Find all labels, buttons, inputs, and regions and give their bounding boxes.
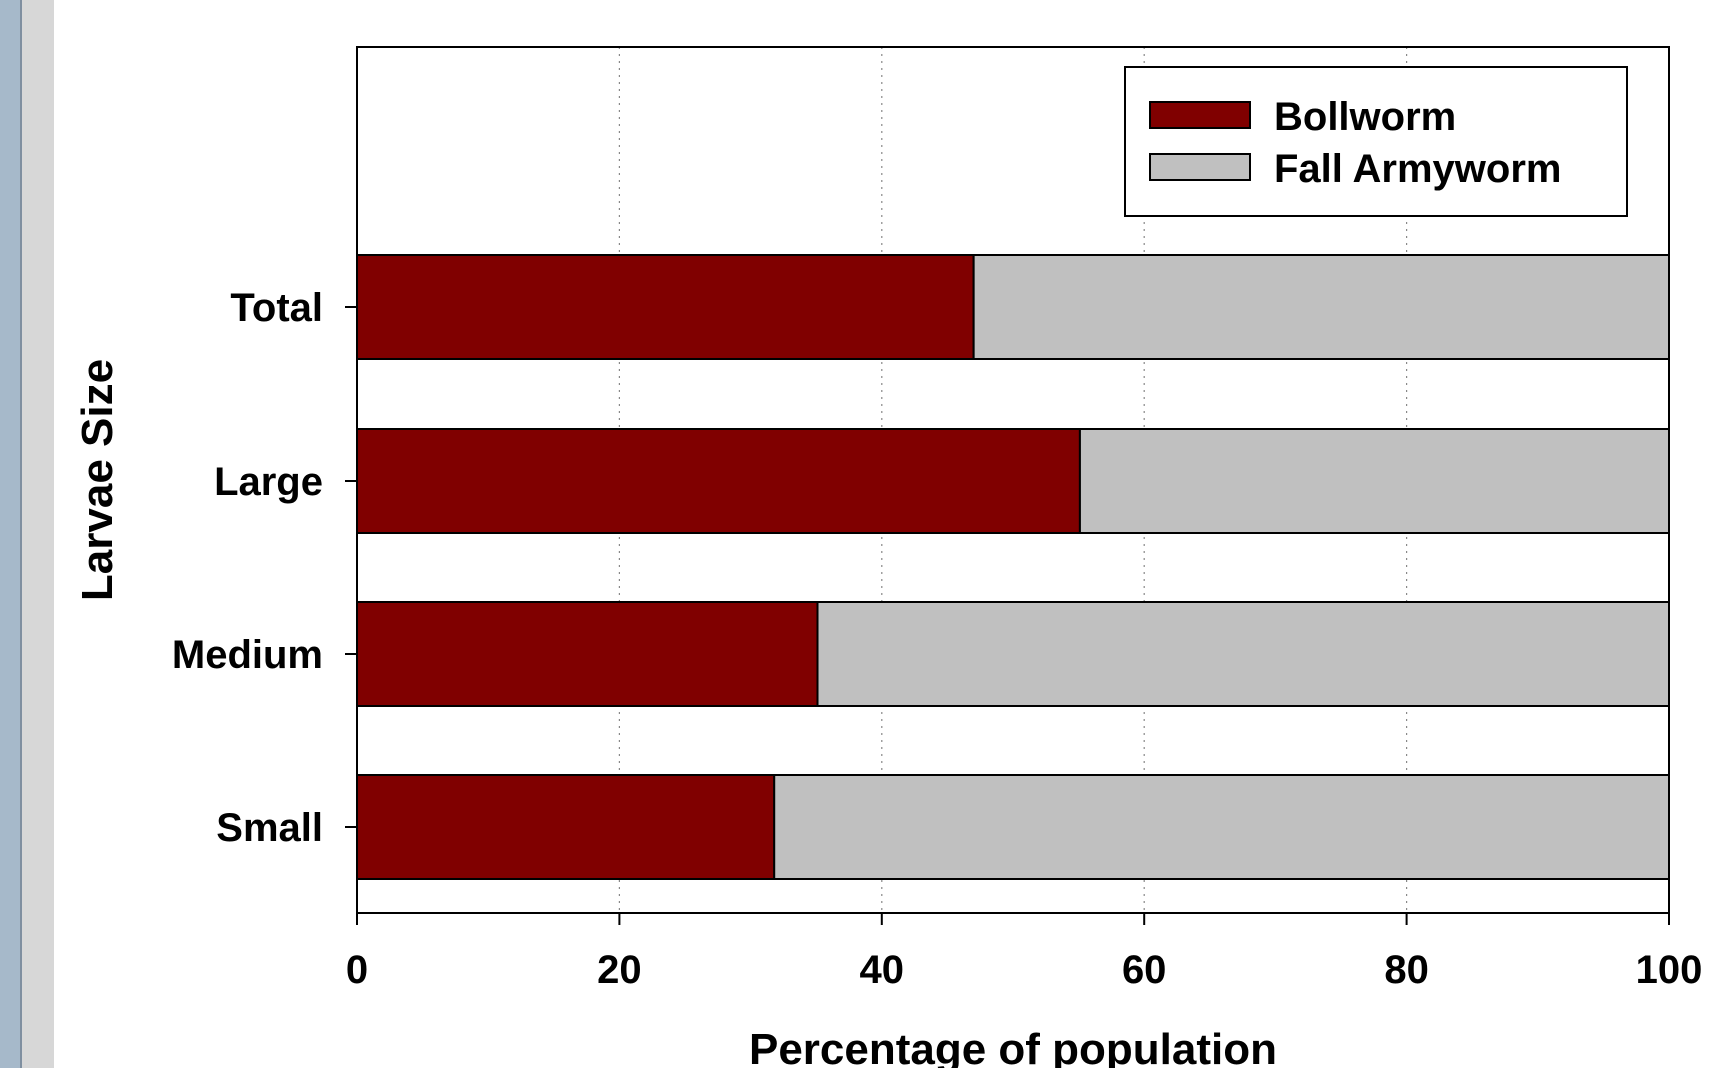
- legend-swatch-fall-armyworm: [1149, 153, 1251, 181]
- y-axis: Small Medium Large Total: [172, 286, 357, 850]
- side-stripe-grey: [22, 0, 54, 1068]
- y-axis-title: Larvae Size: [73, 359, 122, 601]
- x-tick-label-0: 0: [346, 948, 368, 992]
- x-tick-label-20: 20: [597, 948, 642, 992]
- legend-swatch-bollworm: [1149, 101, 1251, 129]
- bar-fall-armyworm-large: [1078, 428, 1670, 534]
- bar-fall-armyworm-total: [972, 254, 1670, 360]
- grid-lines: [618, 47, 1408, 913]
- y-tick-label-large: Large: [214, 460, 323, 504]
- y-tick-label-small: Small: [216, 806, 323, 850]
- x-axis: 0 20 40 60 80 100: [346, 913, 1703, 992]
- legend-box: [1124, 66, 1628, 217]
- y-tick-label-medium: Medium: [172, 633, 323, 677]
- x-tick-label-100: 100: [1636, 948, 1703, 992]
- legend-label-fall-armyworm: Fall Armyworm: [1274, 147, 1561, 191]
- legend: Bollworm Fall Armyworm: [1124, 66, 1628, 217]
- x-tick-label-40: 40: [860, 948, 905, 992]
- side-stripe-blue: [0, 0, 22, 1068]
- bar-fall-armyworm-small: [773, 774, 1670, 880]
- bar-bollworm-total: [356, 254, 975, 360]
- bar-fall-armyworm-medium: [816, 601, 1670, 707]
- bar-group: [356, 254, 1670, 880]
- bar-bollworm-large: [356, 428, 1081, 534]
- x-tick-label-80: 80: [1384, 948, 1429, 992]
- bar-bollworm-medium: [356, 601, 819, 707]
- y-tick-label-total: Total: [230, 286, 323, 330]
- legend-label-bollworm: Bollworm: [1274, 95, 1456, 139]
- x-axis-title: Percentage of population: [749, 1025, 1277, 1068]
- bar-bollworm-small: [356, 774, 776, 880]
- x-tick-label-60: 60: [1122, 948, 1167, 992]
